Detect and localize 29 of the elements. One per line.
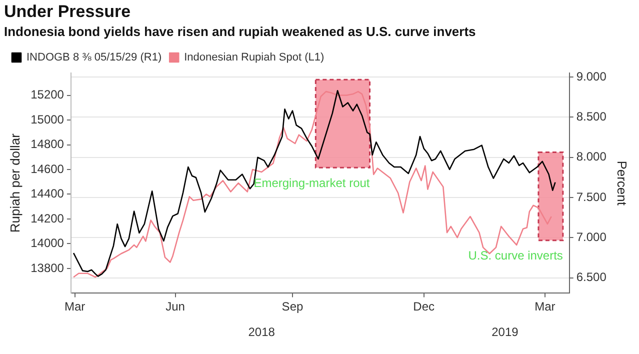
band-label: Emerging-market rout [254,176,370,190]
x2-tick-label: 2019 [492,325,519,340]
chart-subtitle: Indonesia bond yields have risen and rupiah weakened as U.S. curve inverts [4,24,476,39]
y-tick-label: 15000 [30,112,64,126]
y-tick-label: 13800 [30,260,64,275]
x-tick-label: Mar [64,300,86,314]
y-tick-label: 14000 [30,236,64,250]
x-tick-label: Sep [282,300,304,314]
y-tick-label: 14400 [30,186,64,201]
y-tick-label: 14800 [30,137,64,152]
y-tick-label: 14600 [30,162,64,176]
legend-label: INDOGB 8 ⅜ 05/15/29 (R1) [26,52,162,64]
band-label: U.S. curve inverts [468,248,563,263]
y-tick-label: 15200 [30,88,64,102]
x2-tick-label: 2018 [248,325,276,340]
y2-axis-title: Percent [614,160,630,206]
y2-tick-label: 6.500 [576,270,607,284]
x-tick-label: Jun [166,300,185,314]
legend-label: Indonesian Rupiah Spot (L1) [184,52,324,64]
y-tick-label: 14200 [30,211,64,226]
y2-tick-label: 7.000 [576,230,607,244]
y2-tick-label: 9.000 [576,69,607,84]
chart-title: Under Pressure [4,2,131,21]
y2-tick-label: 8.500 [576,110,607,124]
y2-tick-label: 8.000 [576,150,607,164]
y-axis-title: Rupiah per dollar [7,132,22,233]
y2-tick-label: 7.500 [576,190,607,204]
x-tick-label: Mar [534,300,556,314]
x-tick-label: Dec [413,300,435,314]
